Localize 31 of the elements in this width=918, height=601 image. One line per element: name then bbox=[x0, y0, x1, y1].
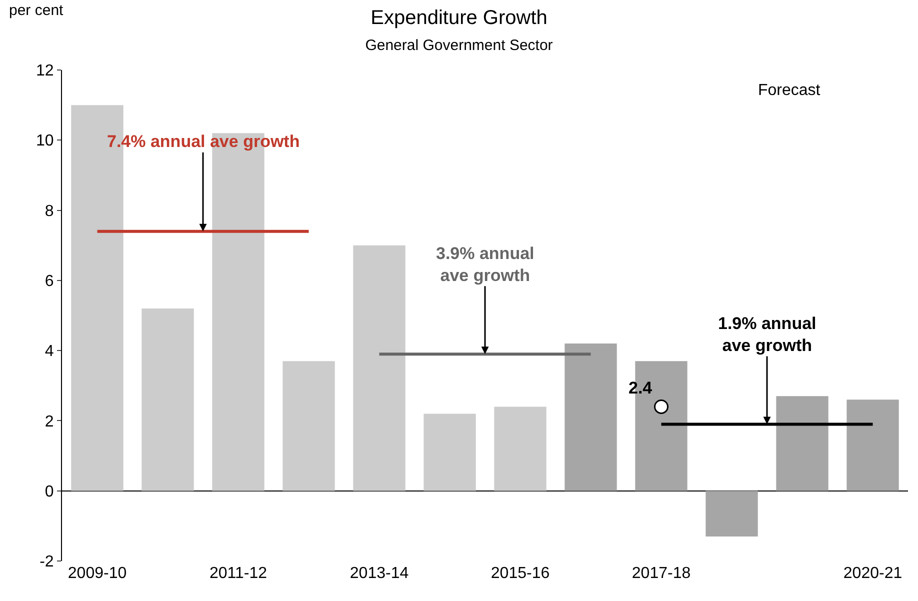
data-label: 2.4 bbox=[628, 378, 653, 398]
x-tick-label: 2009-10 bbox=[68, 565, 127, 582]
y-tick-label: 4 bbox=[44, 343, 54, 360]
x-tick-label: 2020-21 bbox=[843, 565, 902, 582]
x-tick-label: 2017-18 bbox=[632, 565, 691, 582]
bar bbox=[142, 308, 194, 491]
bar bbox=[706, 490, 758, 536]
text: 7.4% annual ave growth bbox=[107, 132, 300, 151]
bar bbox=[564, 344, 617, 491]
y-tick-label: 6 bbox=[44, 273, 54, 290]
y-tick-label: 0 bbox=[44, 483, 54, 500]
y-tick-label: 2 bbox=[44, 413, 54, 430]
y-tick-label: 10 bbox=[36, 132, 54, 150]
bar bbox=[846, 400, 899, 491]
bar bbox=[776, 396, 828, 491]
y-tick-label: -2 bbox=[40, 554, 54, 571]
x-tick-label: 2011-12 bbox=[209, 565, 268, 582]
bar bbox=[424, 414, 476, 491]
text: 1.9% annual ave growth bbox=[718, 314, 816, 356]
y-tick-label: 12 bbox=[36, 62, 54, 80]
annotation: Forecast bbox=[758, 82, 821, 99]
chart-title: Expenditure Growth bbox=[370, 7, 548, 30]
bar bbox=[353, 245, 406, 491]
y-tick-label: 8 bbox=[44, 202, 54, 220]
chart-subtitle: General Government Sector bbox=[365, 37, 553, 54]
bar bbox=[282, 361, 335, 491]
x-tick-label: 2013-14 bbox=[350, 565, 409, 582]
y-axis-title: per cent bbox=[9, 2, 64, 19]
x-tick-label: 2015-16 bbox=[490, 565, 550, 582]
bar bbox=[494, 406, 546, 491]
text: 3.9% annual ave growth bbox=[436, 244, 534, 286]
